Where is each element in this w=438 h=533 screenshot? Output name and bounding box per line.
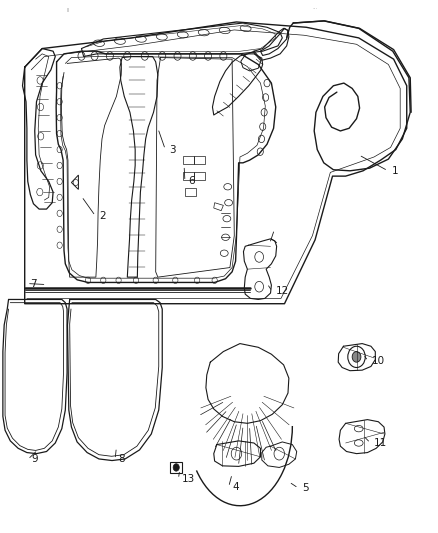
Bar (183, 156, 194, 165)
Circle shape (173, 464, 179, 471)
Bar (170, 462, 182, 473)
Text: 10: 10 (372, 356, 385, 366)
Text: II: II (67, 9, 70, 13)
Text: ...: ... (312, 5, 318, 10)
Text: 11: 11 (374, 438, 387, 448)
Text: 12: 12 (276, 286, 289, 296)
Text: 8: 8 (119, 455, 125, 464)
Text: 9: 9 (31, 455, 38, 464)
Bar (183, 172, 194, 180)
Text: 2: 2 (99, 211, 106, 221)
Bar (194, 156, 205, 165)
Text: 3: 3 (169, 144, 175, 155)
Circle shape (352, 352, 361, 362)
Text: 4: 4 (232, 482, 239, 492)
Text: 1: 1 (392, 166, 398, 176)
Bar (185, 188, 196, 196)
Text: 5: 5 (302, 483, 309, 493)
Text: 6: 6 (188, 176, 195, 187)
Text: 13: 13 (182, 474, 195, 484)
Bar (194, 172, 205, 180)
Text: 7: 7 (30, 279, 37, 288)
